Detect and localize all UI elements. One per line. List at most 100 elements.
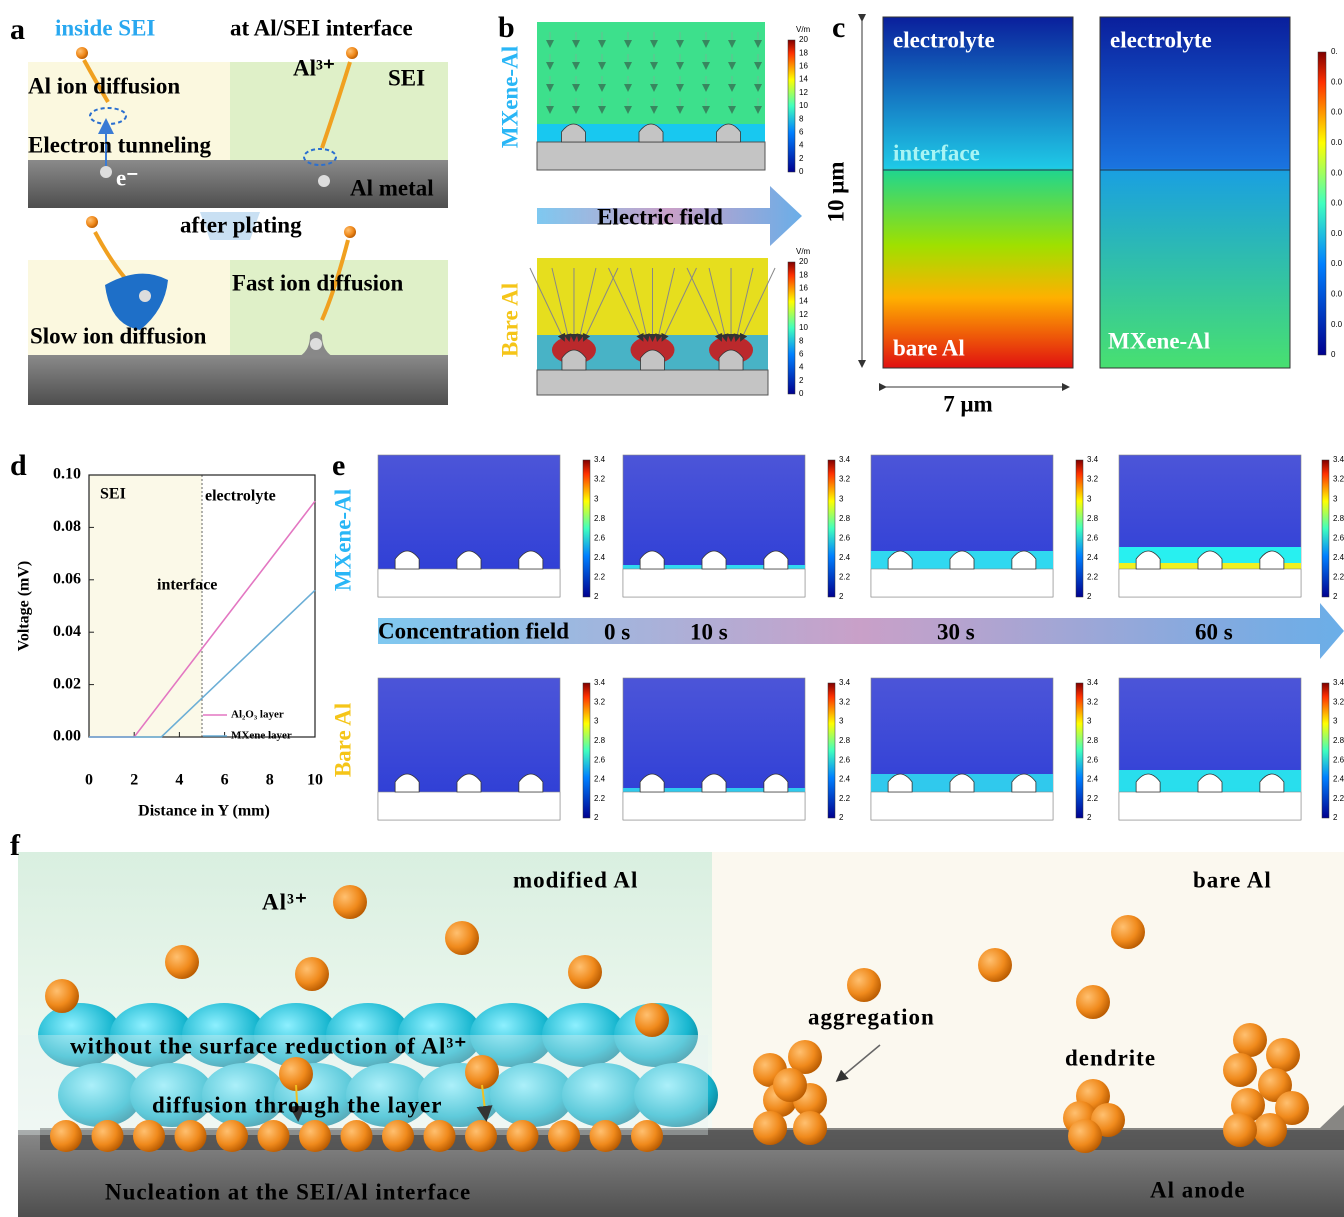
- colorbar-label: 3: [839, 494, 844, 503]
- substrate: [871, 792, 1053, 820]
- colorbar-label: 2.2: [839, 794, 851, 803]
- colorbar-label: 2.8: [839, 514, 851, 523]
- colorbar: [1076, 460, 1083, 597]
- substrate: [1119, 569, 1301, 597]
- colorbar-label: 2.4: [1087, 775, 1099, 784]
- ion: [635, 1003, 669, 1037]
- x-axis-title: Distance in Y (mm): [138, 803, 270, 820]
- colorbar-label: 2.8: [594, 736, 606, 745]
- legend-label: Al₂O₃ layer: [231, 709, 284, 721]
- label: Electron tunneling: [28, 132, 211, 157]
- label: interface: [893, 140, 980, 165]
- colorbar-label: 2.4: [594, 553, 606, 562]
- colorbar-label: 2.8: [1333, 736, 1344, 745]
- colorbar: [788, 262, 795, 394]
- colorbar-label: 3.4: [839, 678, 851, 687]
- substrate: [1119, 792, 1301, 820]
- colorbar-label: 2.6: [839, 533, 851, 542]
- colorbar-label: 14: [799, 297, 808, 306]
- colorbar-label: 2.8: [1087, 736, 1099, 745]
- label: at Al/SEI interface: [230, 15, 413, 40]
- colorbar-label: 2.8: [594, 514, 606, 523]
- electron: [139, 290, 151, 302]
- ion: [216, 1120, 248, 1152]
- colorbar-label: 10: [799, 323, 808, 332]
- colorbar-label: 2: [1333, 592, 1338, 601]
- ion: [1223, 1053, 1257, 1087]
- time-label: 10 s: [690, 619, 728, 644]
- x-tick-label: 0: [85, 772, 93, 789]
- colorbar-label: 0.0: [1331, 168, 1343, 177]
- colorbar-label: 2.2: [1333, 794, 1344, 803]
- figure: a inside SEI at Al/SEI interface Al ion …: [0, 0, 1344, 1217]
- colorbar-label: 3: [839, 717, 844, 726]
- time-label: 0 s: [604, 619, 630, 644]
- colorbar-label: 3: [1333, 494, 1338, 503]
- colorbar-label: 0.0: [1331, 229, 1343, 238]
- colorbar-label: 2: [839, 592, 844, 601]
- ion: [753, 1111, 787, 1145]
- colorbar-label: 3.2: [1087, 475, 1099, 484]
- colorbar-label: 2: [1333, 813, 1338, 822]
- colorbar-label: 16: [799, 284, 808, 293]
- colorbar-label: 3.2: [839, 475, 851, 484]
- substrate: [623, 569, 805, 597]
- colorbar-label: 0.0: [1331, 138, 1343, 147]
- electron: [318, 175, 330, 187]
- colorbar-label: 8: [799, 114, 804, 123]
- ion: [978, 948, 1012, 982]
- x-tick-label: 8: [266, 772, 274, 789]
- colorbar-label: 12: [799, 310, 808, 319]
- colorbar-label: 2.2: [1087, 794, 1099, 803]
- colorbar-label: 6: [799, 128, 804, 137]
- label: after plating: [180, 212, 302, 237]
- label: Al³⁺: [293, 55, 335, 80]
- colorbar-label: 2.8: [1333, 514, 1344, 523]
- colorbar-label: 2.4: [1087, 553, 1099, 562]
- colorbar-label: 2.4: [839, 553, 851, 562]
- label: Bare Al: [330, 703, 355, 777]
- colorbar-label: 18: [799, 48, 808, 57]
- ion: [76, 47, 88, 59]
- ion: [258, 1120, 290, 1152]
- colorbar-label: 2.6: [594, 533, 606, 542]
- ion: [341, 1120, 373, 1152]
- x-tick-label: 10: [307, 772, 323, 789]
- colorbar-label: 2.2: [839, 573, 851, 582]
- label: aggregation: [808, 1004, 935, 1029]
- time-label: 30 s: [937, 619, 975, 644]
- potential-map: [1100, 17, 1290, 368]
- colorbar-label: 2: [1087, 813, 1092, 822]
- colorbar: [788, 40, 795, 172]
- label: Electric field: [597, 204, 723, 229]
- colorbar-label: 3.2: [1333, 475, 1344, 484]
- ion: [793, 1111, 827, 1145]
- y-tick-label: 0.04: [53, 623, 81, 640]
- colorbar-label: 2.4: [594, 775, 606, 784]
- colorbar-label: 2.6: [1333, 533, 1344, 542]
- label: Slow ion diffusion: [30, 323, 207, 348]
- label: 10 μm: [823, 162, 848, 223]
- y-tick-label: 0.10: [53, 466, 81, 483]
- colorbar-label: 18: [799, 270, 808, 279]
- label: e⁻: [116, 165, 138, 190]
- electron: [310, 338, 322, 350]
- ion: [295, 957, 329, 991]
- colorbar-label: 16: [799, 62, 808, 71]
- label: Fast ion diffusion: [232, 270, 403, 295]
- ion: [548, 1120, 580, 1152]
- colorbar-label: 2: [799, 154, 804, 163]
- colorbar-label: 2.6: [1087, 755, 1099, 764]
- colorbar-label: 3.4: [594, 455, 606, 464]
- field-map: [537, 22, 765, 124]
- colorbar-label: 0.0: [1331, 320, 1343, 329]
- ion: [424, 1120, 456, 1152]
- ion: [299, 1120, 331, 1152]
- x-tick-label: 4: [175, 772, 183, 789]
- legend-label: MXene layer: [231, 730, 292, 742]
- colorbar-label: 3.2: [839, 697, 851, 706]
- ion: [1068, 1119, 1102, 1153]
- y-tick-label: 0.00: [53, 728, 81, 745]
- ion: [1233, 1023, 1267, 1057]
- ion: [333, 885, 367, 919]
